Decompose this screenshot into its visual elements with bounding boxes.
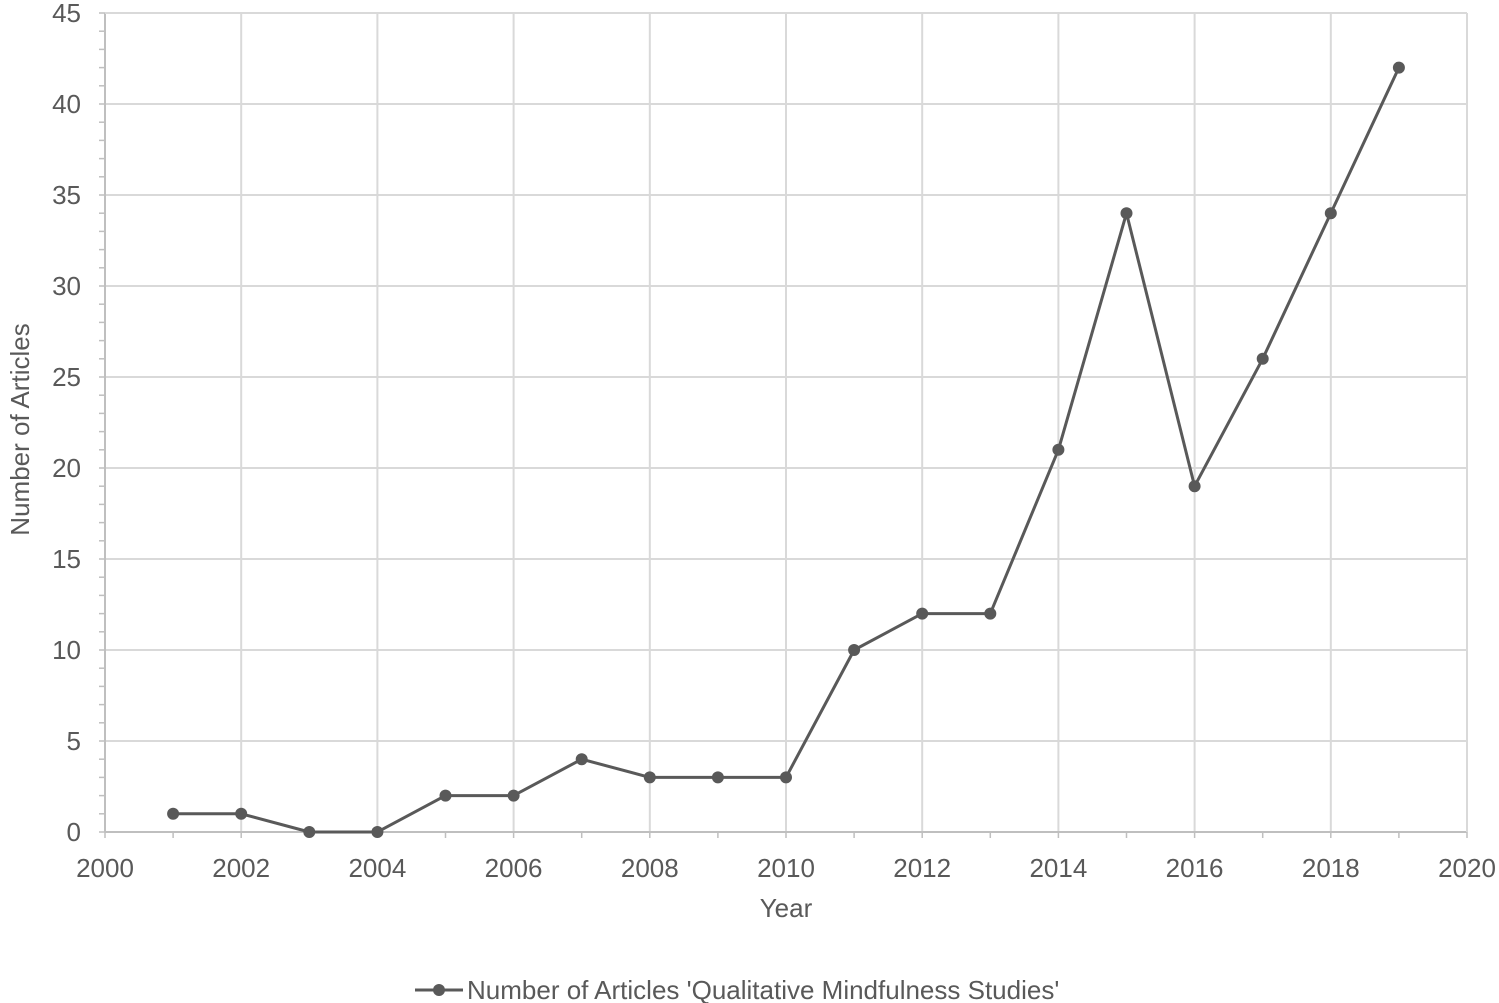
y-tick-label: 0 — [67, 817, 81, 847]
data-point — [507, 789, 520, 802]
data-point — [711, 771, 724, 784]
series-layer — [167, 61, 1405, 838]
data-point — [1256, 352, 1269, 365]
data-point — [984, 607, 997, 620]
x-tick-label: 2000 — [76, 853, 134, 883]
data-point — [1188, 480, 1201, 493]
y-tick-labels: 0 5 10 15 20 25 30 35 40 45 — [52, 0, 81, 847]
data-point — [1120, 207, 1133, 220]
data-point — [439, 789, 452, 802]
x-axis-title: Year — [760, 893, 813, 923]
data-point — [575, 753, 588, 766]
x-tick-label: 2020 — [1438, 853, 1496, 883]
y-tick-label: 25 — [52, 362, 81, 392]
y-tick-label: 30 — [52, 271, 81, 301]
y-tick-label: 15 — [52, 544, 81, 574]
legend-label: Number of Articles 'Qualitative Mindfuln… — [467, 975, 1059, 1003]
data-point — [643, 771, 656, 784]
x-tick-label: 2002 — [212, 853, 270, 883]
legend: Number of Articles 'Qualitative Mindfuln… — [415, 975, 1059, 1003]
y-minor-ticks — [99, 12, 1468, 838]
data-point — [848, 644, 861, 656]
y-tick-label: 35 — [52, 180, 81, 210]
y-axis-title: Number of Articles — [5, 323, 35, 535]
x-tick-label: 2018 — [1302, 853, 1360, 883]
data-point — [167, 807, 180, 820]
data-point — [1392, 61, 1405, 74]
data-point — [780, 771, 792, 784]
x-tick-labels: 2000 2002 2004 2006 2008 2010 2012 2014 2016 2018… — [76, 853, 1496, 883]
x-tick-label: 2004 — [348, 853, 406, 883]
data-point — [916, 607, 929, 620]
x-tick-label: 2016 — [1166, 853, 1224, 883]
data-point — [371, 826, 384, 838]
y-tick-label: 20 — [52, 453, 81, 483]
x-tick-label: 2008 — [621, 853, 679, 883]
data-point — [1324, 207, 1337, 220]
x-tick-label: 2012 — [893, 853, 951, 883]
data-point — [303, 826, 316, 838]
legend-dot-marker — [433, 984, 445, 996]
y-tick-label: 45 — [52, 0, 81, 28]
x-tick-label: 2006 — [485, 853, 543, 883]
x-tick-label: 2014 — [1029, 853, 1087, 883]
grid-lines — [105, 12, 1468, 832]
y-tick-label: 40 — [52, 89, 81, 119]
data-point — [1052, 443, 1065, 456]
y-tick-label: 10 — [52, 635, 81, 665]
data-point — [235, 807, 248, 820]
y-tick-label: 5 — [67, 726, 81, 756]
x-tick-label: 2010 — [757, 853, 815, 883]
